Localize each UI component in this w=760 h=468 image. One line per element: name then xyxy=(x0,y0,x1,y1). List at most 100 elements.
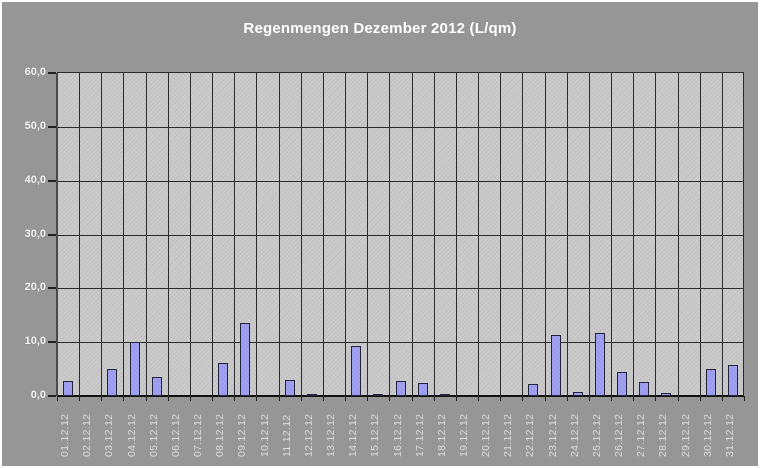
chart-title: Regenmengen Dezember 2012 (L/qm) xyxy=(243,20,517,37)
x-axis-tick xyxy=(699,396,701,401)
v-gridline xyxy=(588,73,590,396)
x-axis-label: 22.12.12 xyxy=(524,413,537,457)
v-gridline xyxy=(322,73,324,396)
v-gridline xyxy=(743,73,744,396)
x-axis-tick xyxy=(633,396,635,401)
bar xyxy=(395,381,406,396)
bar xyxy=(218,363,229,396)
x-axis-tick xyxy=(256,396,258,401)
v-gridline xyxy=(411,73,413,396)
x-axis-label: 26.12.12 xyxy=(613,413,626,457)
y-axis-tick xyxy=(48,233,56,236)
x-axis-label: 27.12.12 xyxy=(635,413,648,457)
x-axis-tick xyxy=(500,396,502,401)
v-gridline xyxy=(500,73,502,396)
x-axis-tick xyxy=(522,396,524,401)
v-gridline xyxy=(677,73,679,396)
x-axis-tick xyxy=(655,396,657,401)
x-axis-tick xyxy=(278,396,280,401)
x-axis-tick xyxy=(123,396,125,401)
x-axis-label: 31.12.12 xyxy=(723,413,736,457)
bar xyxy=(240,323,251,396)
bar xyxy=(151,376,162,396)
x-axis-label: 24.12.12 xyxy=(568,413,581,457)
v-gridline xyxy=(167,73,169,396)
x-axis-tick xyxy=(389,396,391,401)
bar xyxy=(528,383,539,396)
x-axis-tick xyxy=(234,396,236,401)
v-gridline xyxy=(278,73,280,396)
x-axis-label: 25.12.12 xyxy=(590,413,603,457)
y-axis-tick xyxy=(48,395,56,397)
x-axis-tick xyxy=(367,396,369,401)
y-axis-tick xyxy=(48,125,56,128)
bar xyxy=(129,342,140,396)
v-gridline xyxy=(522,73,524,396)
v-gridline xyxy=(123,73,125,396)
x-axis-tick xyxy=(167,396,169,401)
x-axis-tick xyxy=(433,396,435,401)
y-axis-label: 10,0 xyxy=(24,335,46,348)
x-axis-label: 06.12.12 xyxy=(169,413,182,457)
bar xyxy=(373,394,384,396)
v-gridline xyxy=(101,73,103,396)
x-axis-label: 19.12.12 xyxy=(457,413,470,457)
x-axis-label: 21.12.12 xyxy=(502,413,515,457)
x-axis-label: 05.12.12 xyxy=(147,413,160,457)
bar xyxy=(107,369,118,396)
x-axis-tick xyxy=(611,396,613,401)
y-axis-label: 50,0 xyxy=(24,119,46,132)
x-axis-tick xyxy=(721,396,723,401)
x-axis-tick xyxy=(478,396,480,401)
x-axis-tick xyxy=(145,396,147,401)
x-axis-label: 02.12.12 xyxy=(81,413,94,457)
v-gridline xyxy=(566,73,568,396)
x-axis-label: 09.12.12 xyxy=(236,413,249,457)
v-gridline xyxy=(256,73,258,396)
x-axis-label: 15.12.12 xyxy=(369,413,382,457)
v-gridline xyxy=(721,73,723,396)
bar xyxy=(594,333,605,396)
v-gridline xyxy=(433,73,435,396)
v-gridline xyxy=(389,73,391,396)
v-gridline xyxy=(234,73,236,396)
x-axis-label: 17.12.12 xyxy=(413,413,426,457)
x-axis-tick xyxy=(57,396,58,401)
v-gridline xyxy=(455,73,457,396)
v-gridline xyxy=(367,73,369,396)
x-axis-line xyxy=(57,395,744,397)
v-gridline xyxy=(189,73,191,396)
x-axis-label: 01.12.12 xyxy=(59,413,72,457)
v-gridline xyxy=(633,73,635,396)
bar xyxy=(572,391,583,396)
bar xyxy=(284,380,295,396)
y-axis-label: 20,0 xyxy=(24,281,46,294)
v-gridline xyxy=(145,73,147,396)
v-gridline xyxy=(544,73,546,396)
v-gridline xyxy=(212,73,214,396)
bar xyxy=(417,383,428,396)
bar xyxy=(439,394,450,396)
y-axis-tick xyxy=(48,341,56,344)
x-axis-label: 12.12.12 xyxy=(302,413,315,457)
bar xyxy=(705,368,716,396)
v-gridline xyxy=(655,73,657,396)
y-axis-label: 0,0 xyxy=(30,389,46,401)
x-axis-label: 14.12.12 xyxy=(347,413,360,457)
x-axis-tick xyxy=(300,396,302,401)
x-axis-tick xyxy=(588,396,590,401)
x-axis-tick xyxy=(566,396,568,401)
x-axis-label: 16.12.12 xyxy=(391,413,404,457)
x-axis-tick xyxy=(744,396,745,401)
x-axis-label: 08.12.12 xyxy=(214,413,227,457)
v-gridline xyxy=(345,73,347,396)
v-gridline xyxy=(611,73,613,396)
h-gridline xyxy=(57,288,744,290)
x-axis-label: 07.12.12 xyxy=(192,413,205,457)
v-gridline xyxy=(478,73,480,396)
y-axis-tick xyxy=(48,72,56,74)
x-axis-label: 28.12.12 xyxy=(657,413,670,457)
x-axis-tick xyxy=(212,396,214,401)
bar xyxy=(550,334,561,396)
